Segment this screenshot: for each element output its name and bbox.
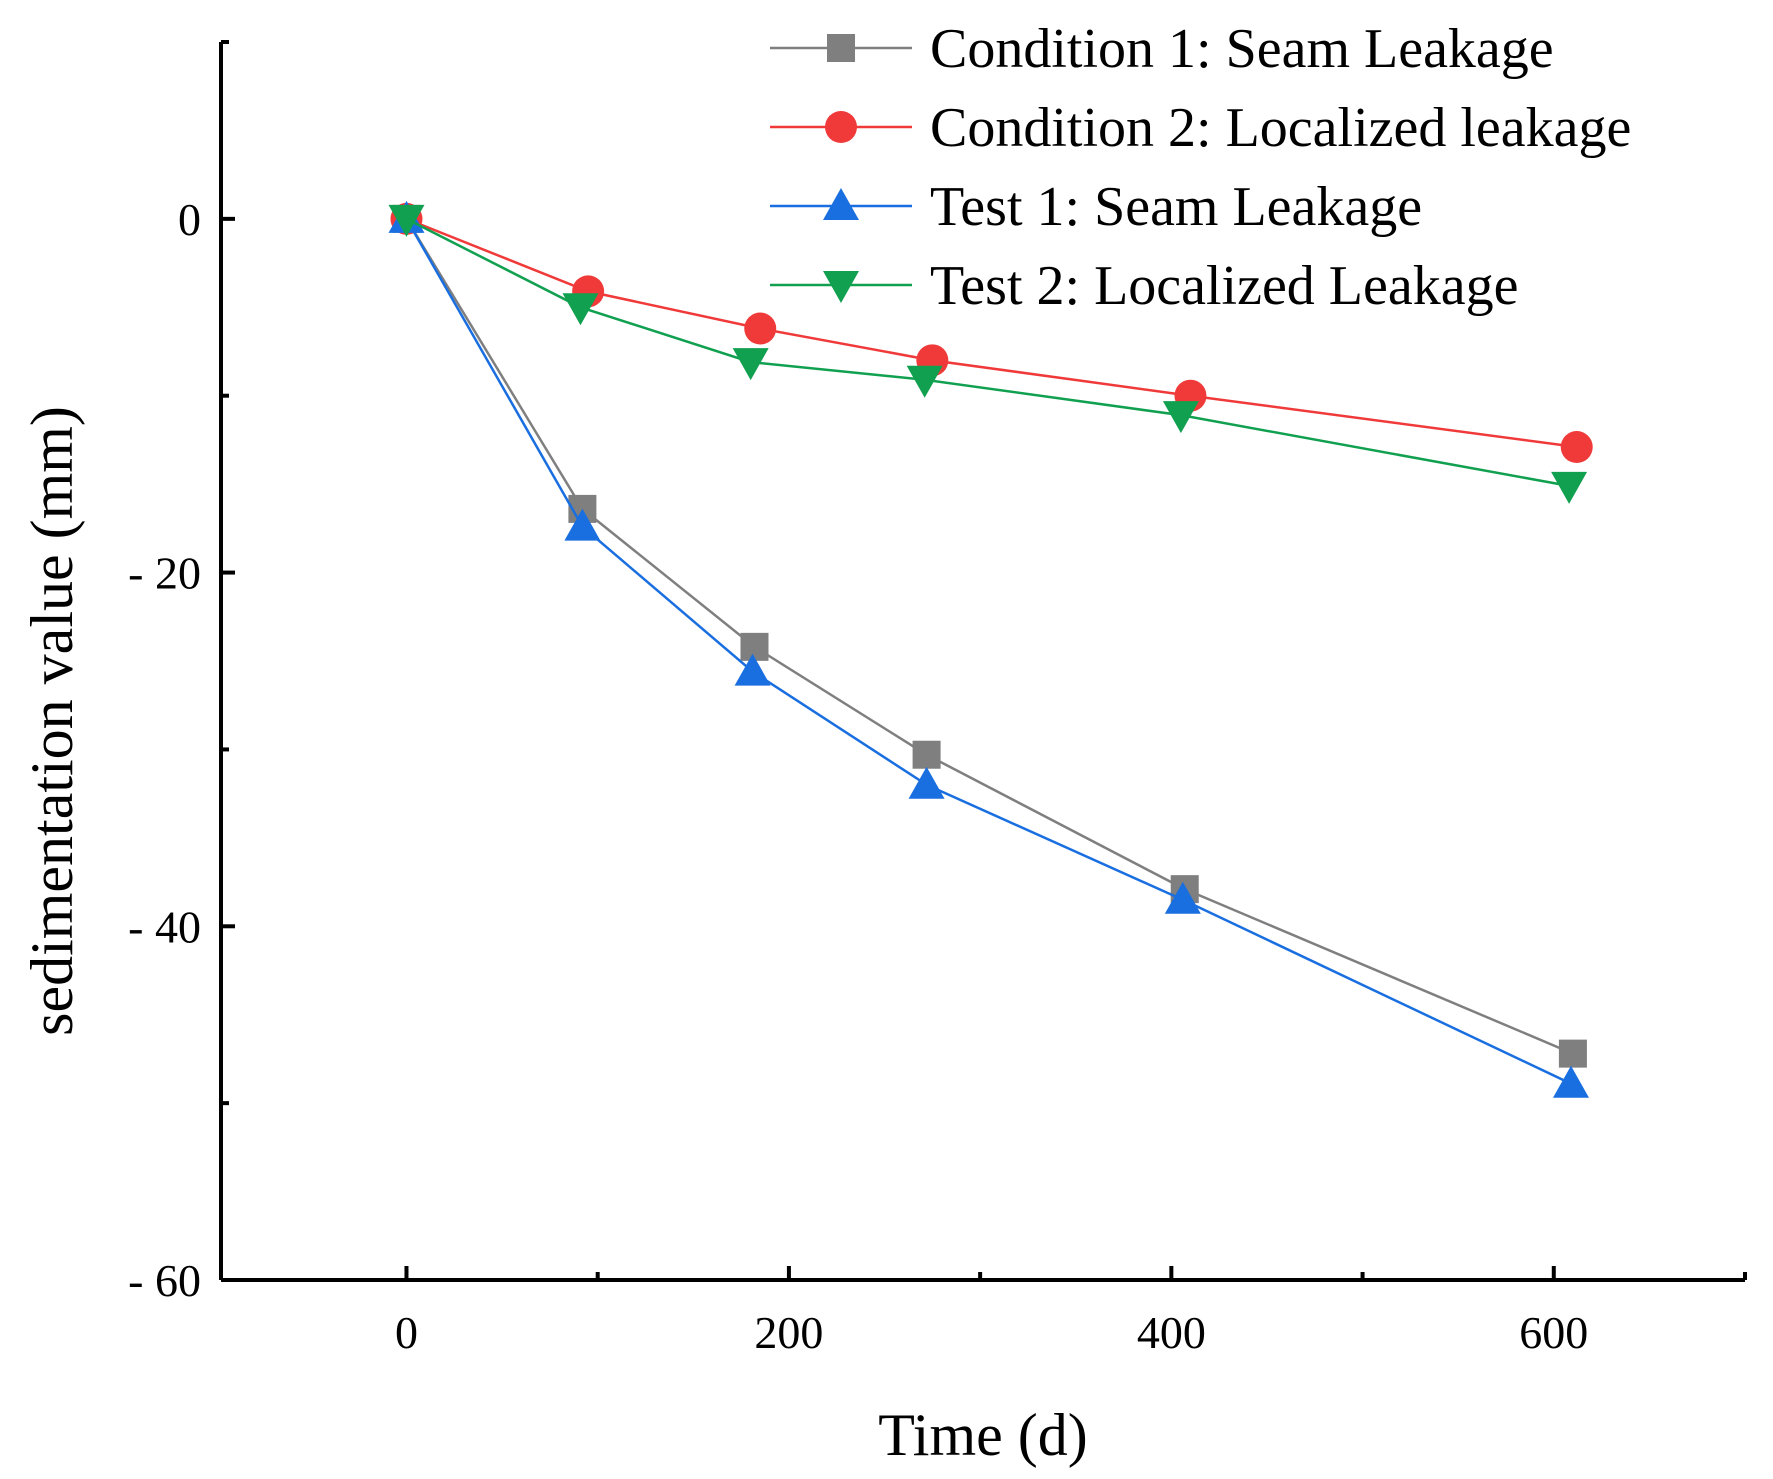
x-tick-label: 600 bbox=[1519, 1307, 1588, 1358]
data-point bbox=[1551, 471, 1588, 504]
y-tick-label: 0 bbox=[178, 194, 201, 245]
x-tick-label: 200 bbox=[754, 1307, 823, 1358]
data-point bbox=[1560, 431, 1593, 464]
data-point bbox=[734, 653, 771, 686]
series-2 bbox=[390, 202, 1593, 464]
series-1 bbox=[392, 204, 1587, 1068]
legend-marker bbox=[825, 111, 857, 143]
data-point bbox=[744, 312, 777, 345]
x-tick-label: 400 bbox=[1137, 1307, 1206, 1358]
data-point bbox=[1552, 1065, 1589, 1098]
legend: Condition 1: Seam Leakage Condition 2: Lo… bbox=[770, 18, 1631, 317]
series-group bbox=[388, 200, 1593, 1098]
series-line bbox=[405, 218, 1572, 1085]
legend-marker bbox=[827, 34, 855, 62]
axes: 0 - 20 - 40 - 60 0 200 400 600 bbox=[128, 40, 1747, 1358]
data-point bbox=[740, 632, 769, 661]
data-point bbox=[1162, 401, 1199, 434]
series-line bbox=[406, 217, 1577, 449]
legend-item: Test 2: Localized Leakage bbox=[770, 255, 1518, 317]
y-tick-label: - 20 bbox=[128, 548, 201, 599]
data-point bbox=[564, 508, 601, 541]
y-axis-title: sedimentation value (mm) bbox=[19, 406, 85, 1036]
legend-marker bbox=[823, 188, 859, 220]
legend-item: Test 1: Seam Leakage bbox=[770, 176, 1422, 238]
legend-label: Test 1: Seam Leakage bbox=[930, 176, 1422, 238]
data-point bbox=[562, 293, 599, 326]
series-3 bbox=[388, 200, 1589, 1098]
data-point bbox=[1164, 881, 1201, 914]
legend-label: Condition 2: Localized leakage bbox=[930, 97, 1631, 159]
x-axis-title: Time (d) bbox=[878, 1402, 1087, 1468]
data-point bbox=[908, 766, 945, 799]
data-point bbox=[906, 365, 943, 398]
legend-marker bbox=[823, 271, 859, 303]
series-line bbox=[405, 217, 1570, 488]
series-4 bbox=[388, 204, 1588, 504]
data-point bbox=[732, 348, 769, 381]
data-point bbox=[388, 204, 425, 237]
y-tick-label: - 40 bbox=[128, 901, 201, 952]
y-tick-label: - 60 bbox=[128, 1255, 201, 1306]
data-point bbox=[912, 740, 941, 769]
legend-label: Test 2: Localized Leakage bbox=[930, 255, 1518, 317]
legend-item: Condition 2: Localized leakage bbox=[770, 97, 1631, 159]
data-point bbox=[1558, 1039, 1587, 1068]
legend-label: Condition 1: Seam Leakage bbox=[930, 18, 1554, 80]
series-line bbox=[405, 218, 1574, 1055]
legend-item: Condition 1: Seam Leakage bbox=[770, 18, 1554, 80]
x-tick-label: 0 bbox=[395, 1307, 418, 1358]
